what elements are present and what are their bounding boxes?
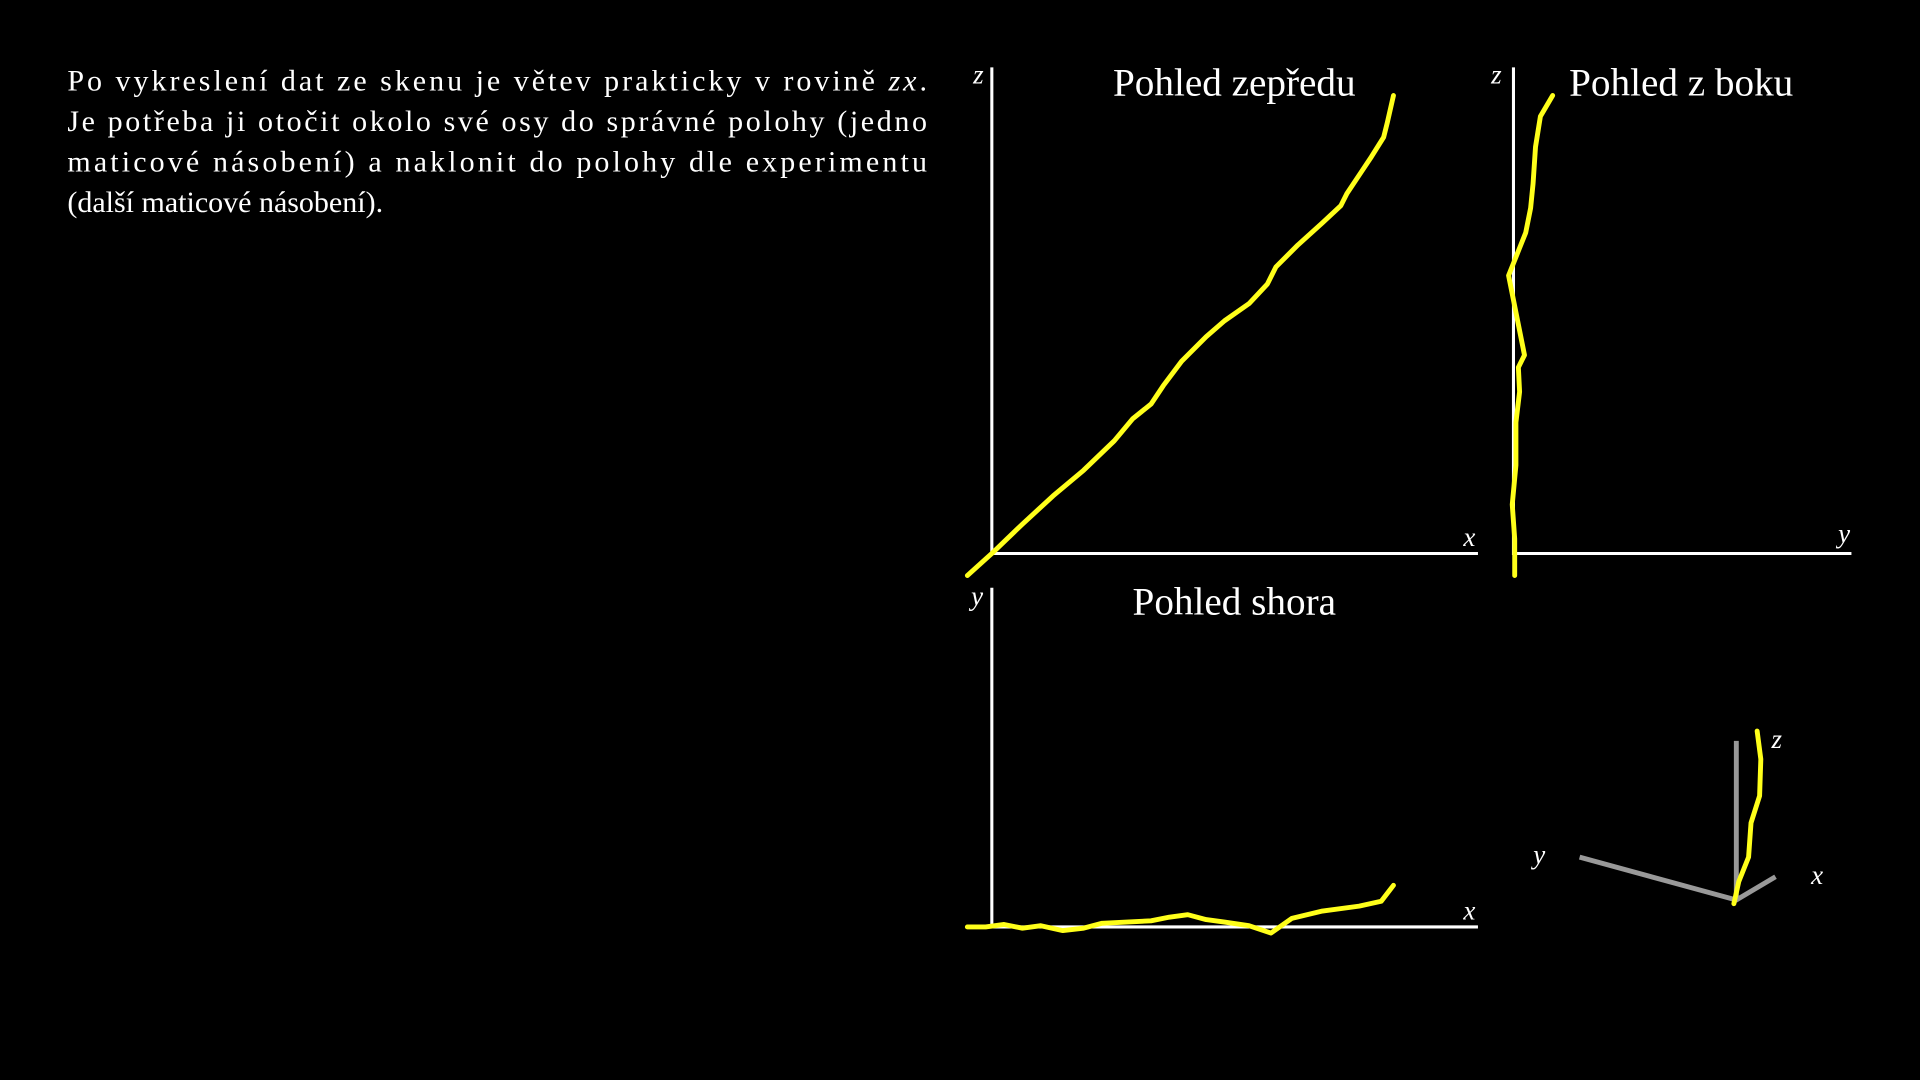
paragraph-line: Je potřeba ji otočit okolo své osy do sp…	[67, 105, 927, 138]
axis-label: x	[1462, 896, 1475, 926]
panel-title: Pohled shora	[1133, 581, 1336, 624]
math: zx	[887, 65, 917, 98]
branch-curve	[1506, 93, 1556, 578]
text: .	[919, 65, 927, 98]
branch-curve	[964, 93, 1396, 578]
axis-label: x	[1810, 860, 1823, 890]
panel-title: Pohled z boku	[1569, 62, 1793, 105]
branch-curve	[1731, 728, 1764, 907]
axis-label: y	[1835, 518, 1850, 548]
axis-label: y	[1530, 839, 1545, 869]
axis-label: z	[1490, 59, 1502, 89]
axis-label: z	[972, 59, 984, 89]
paragraph-line: maticové násobení) a naklonit do polohy …	[67, 145, 927, 178]
axis-label: x	[1462, 522, 1475, 552]
paragraph-line: (další maticové násobení).	[67, 186, 383, 219]
text: Po vykreslení dat ze skenu je větev prak…	[67, 65, 885, 98]
axis-label: z	[1770, 724, 1782, 754]
axis-label: y	[968, 581, 983, 611]
paragraph-line: Po vykreslení dat ze skenu je větev prak…	[67, 65, 927, 98]
panel-title: Pohled zepředu	[1113, 62, 1356, 105]
branch-curve	[964, 882, 1396, 936]
